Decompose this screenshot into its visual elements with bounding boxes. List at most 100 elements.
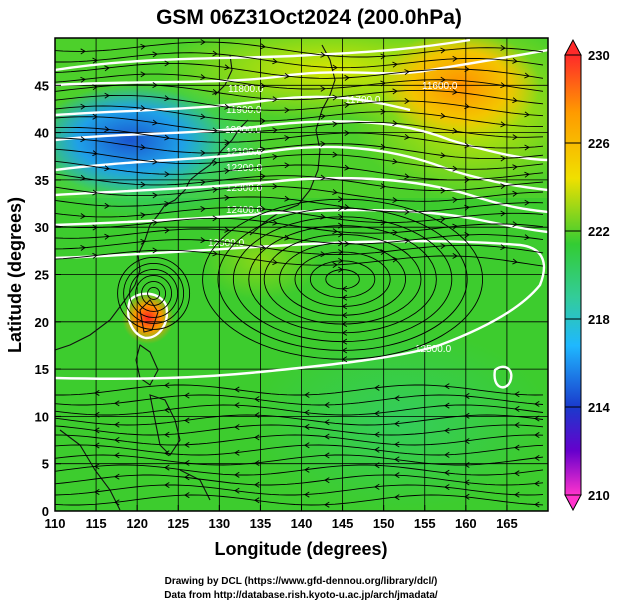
streamline-arrow	[200, 39, 206, 46]
streamline-arrow	[114, 452, 120, 459]
streamline	[55, 384, 544, 396]
streamline-arrow	[338, 196, 344, 203]
streamline-arrow	[452, 165, 458, 172]
streamline-arrow	[104, 165, 110, 172]
streamline-arrow	[324, 452, 330, 459]
streamline-arrow	[164, 450, 170, 457]
streamline-arrow	[140, 181, 146, 188]
streamline-arrow	[404, 98, 410, 104]
streamline-arrow	[80, 76, 86, 83]
streamline	[55, 94, 544, 117]
streamline-arrow	[200, 149, 206, 156]
streamline-arrow	[452, 88, 458, 95]
streamline	[55, 62, 544, 79]
streamline-arrow	[464, 204, 470, 211]
y-axis: 0 5 10 15 20 25 30 35 40 45	[35, 78, 61, 519]
streamline-arrow	[164, 464, 170, 471]
y-tick-label: 35	[35, 173, 49, 188]
streamline-arrow	[338, 205, 344, 211]
streamline	[55, 484, 544, 496]
contour-label: 12300.0	[226, 183, 263, 194]
streamline	[55, 185, 544, 202]
streamline-arrow	[464, 479, 470, 486]
streamline-arrow	[104, 126, 110, 133]
streamline-arrow	[140, 43, 146, 50]
streamline-arrow	[394, 472, 400, 479]
colorbar-tick-label: 214	[588, 400, 610, 415]
streamline-arrow	[284, 135, 290, 141]
streamline-arrow	[500, 210, 506, 217]
streamline-arrow	[114, 473, 120, 480]
streamline-arrow	[94, 427, 100, 434]
streamline-arrow	[200, 179, 206, 186]
x-tick-label: 125	[167, 516, 189, 531]
x-tick-label: 165	[496, 516, 518, 531]
streamline-arrow	[440, 112, 446, 119]
streamline-arrow	[512, 164, 518, 171]
streamline-arrow	[92, 84, 98, 91]
colorbar-tick-label: 226	[588, 136, 610, 151]
streamline-arrow	[534, 501, 540, 508]
streamline-arrow	[284, 162, 290, 169]
streamline-arrow	[341, 321, 348, 327]
streamline-arrow	[392, 61, 398, 68]
streamline-arrow	[324, 433, 330, 440]
streamline-arrow	[212, 215, 218, 222]
streamline-arrow	[164, 482, 170, 489]
streamline-arrow	[404, 133, 410, 140]
warm-anomaly-northeast	[380, 38, 540, 140]
streamline-arrow	[140, 144, 146, 151]
streamline-arrow	[374, 410, 380, 417]
streamline-arrow	[344, 164, 350, 171]
streamline-arrow	[234, 449, 240, 456]
streamline-arrow	[452, 252, 458, 259]
streamline-arrow	[338, 231, 344, 238]
streamline-arrow	[152, 119, 158, 126]
streamline-arrow	[152, 247, 158, 254]
streamline-arrow	[80, 244, 86, 251]
streamline-arrow	[380, 80, 386, 87]
streamline-arrow	[338, 213, 344, 220]
streamline-arrow	[184, 492, 190, 499]
streamline-arrow	[500, 82, 506, 89]
streamline-arrow	[92, 57, 98, 64]
streamline-arrow	[254, 460, 260, 467]
streamline-arrow	[338, 266, 344, 273]
streamline	[123, 262, 185, 324]
streamline	[55, 434, 544, 446]
streamline-arrow	[200, 206, 206, 212]
streamline-arrow	[260, 146, 266, 153]
streamline-arrow	[338, 222, 344, 229]
streamline-arrow	[254, 434, 260, 441]
streamline-arrow	[320, 113, 326, 120]
streamline-arrow	[164, 134, 170, 141]
colorbar-tick-label: 218	[588, 312, 610, 327]
streamline-arrow	[440, 152, 446, 159]
y-axis-label: Latitude (degrees)	[5, 197, 25, 353]
streamline-arrow	[80, 48, 86, 55]
streamline	[55, 249, 544, 267]
streamline-arrow	[332, 121, 338, 128]
streamline-arrow	[404, 173, 410, 180]
streamline	[55, 454, 544, 466]
streamline-arrow	[234, 471, 240, 478]
streamline-arrow	[212, 127, 218, 134]
streamline-arrow	[92, 224, 98, 231]
streamline-arrow	[341, 294, 348, 301]
streamline-arrow	[464, 412, 470, 419]
streamline-arrow	[524, 144, 530, 151]
streamline-arrow	[140, 105, 146, 112]
y-tick-label: 30	[35, 220, 49, 235]
streamline-arrow	[224, 194, 230, 201]
streamline-arrow	[324, 477, 330, 484]
streamline-arrow	[514, 491, 520, 498]
streamline	[55, 196, 544, 213]
streamline-arrow	[94, 463, 100, 470]
streamline-arrow	[374, 384, 380, 391]
streamline-arrow	[464, 438, 470, 445]
wind-streamlines	[55, 39, 544, 508]
y-tick-label: 5	[42, 457, 49, 472]
streamline	[55, 73, 544, 92]
streamline-arrow	[374, 483, 380, 490]
streamline-arrow	[284, 195, 290, 202]
